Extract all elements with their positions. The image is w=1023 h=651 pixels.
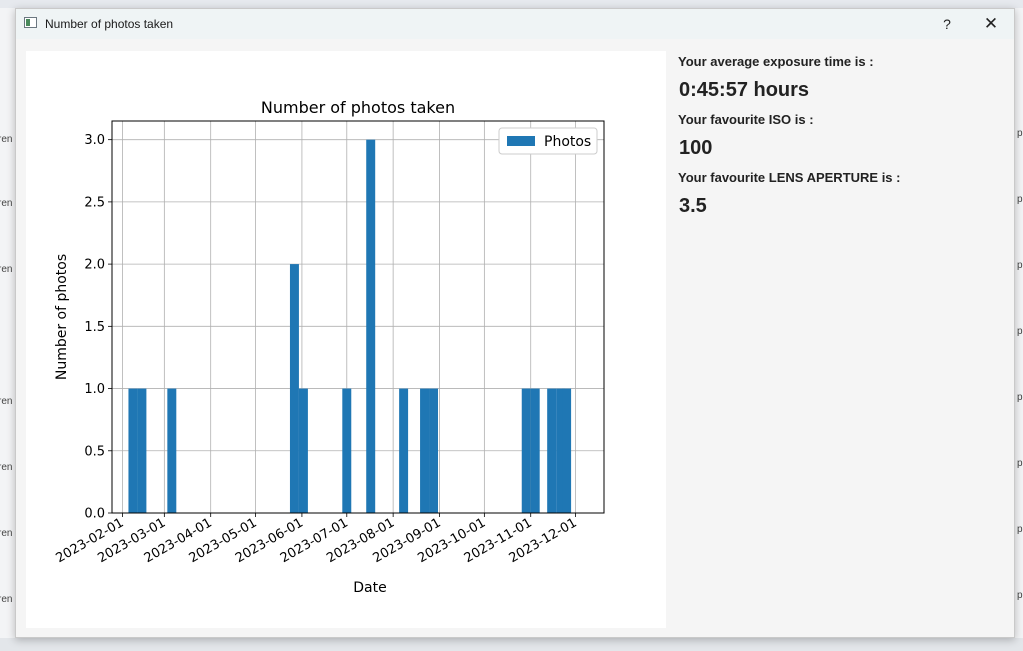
y-tick-label: 2.5 — [84, 195, 105, 210]
bar — [399, 388, 409, 513]
app-window-icon — [24, 17, 37, 28]
chart-title: Number of photos taken — [261, 98, 455, 117]
bar — [556, 388, 566, 513]
bar — [429, 388, 439, 513]
background-app-right-edge: p p p p p p p p — [1015, 8, 1023, 638]
y-tick-label: 3.0 — [84, 133, 105, 148]
close-button[interactable]: ✕ — [983, 14, 999, 33]
bar — [562, 388, 572, 513]
bar — [167, 388, 177, 513]
background-app-strip — [0, 0, 1023, 8]
bar — [289, 264, 299, 513]
y-tick-label: 2.0 — [84, 258, 105, 273]
background-text: p — [1017, 590, 1023, 601]
aperture-label: Your favourite LENS APERTURE is : — [678, 170, 901, 185]
exposure-value: 0:45:57 hours — [679, 79, 810, 101]
exposure-label: Your average exposure time is : — [678, 54, 874, 69]
background-text: ren — [0, 198, 13, 209]
y-tick-label: 0.5 — [84, 444, 105, 459]
title-bar: Number of photos taken ? ✕ — [16, 9, 1014, 39]
plot-frame — [111, 120, 605, 514]
x-axis-label: Date — [353, 580, 386, 596]
background-text: p — [1017, 128, 1023, 139]
bar-chart: 2023-02-012023-03-012023-04-012023-05-01… — [54, 98, 605, 596]
legend-label: Photos — [544, 134, 591, 150]
background-text: p — [1017, 524, 1023, 535]
y-tick-label: 0.0 — [84, 507, 105, 522]
aperture-value: 3.5 — [679, 195, 707, 217]
chart-panel: 2023-02-01 2023-03-01 2023-04-01 2023-05-01… — [26, 51, 666, 628]
y-axis-label: Number of photos — [54, 254, 70, 380]
bar — [128, 388, 138, 513]
background-text: ren — [0, 264, 13, 275]
bar — [530, 388, 540, 513]
background-text: p — [1017, 458, 1023, 469]
legend-swatch — [507, 136, 535, 146]
help-button[interactable]: ? — [943, 16, 951, 32]
background-text: ren — [0, 134, 13, 145]
iso-label: Your favourite ISO is : — [678, 112, 814, 127]
background-text: p — [1017, 194, 1023, 205]
bar — [547, 388, 557, 513]
bar — [366, 139, 376, 513]
y-tick-label: 1.5 — [84, 320, 105, 335]
bar — [137, 388, 147, 513]
background-text: ren — [0, 594, 13, 605]
y-tick-label: 1.0 — [84, 382, 105, 397]
dialog-window: Number of photos taken ? ✕ 2023-02-01 202… — [15, 8, 1015, 638]
background-app-strip-bottom — [0, 638, 1023, 651]
background-text: p — [1017, 326, 1023, 337]
background-app-left-edge: ren ren ren ren ren ren ren — [0, 8, 15, 638]
bar — [342, 388, 352, 513]
background-text: p — [1017, 260, 1023, 271]
bar — [420, 388, 430, 513]
iso-value: 100 — [679, 137, 713, 159]
background-text: ren — [0, 462, 13, 473]
legend: Photos — [498, 127, 598, 155]
bar — [298, 388, 308, 513]
window-title: Number of photos taken — [45, 17, 174, 31]
background-text: p — [1017, 392, 1023, 403]
bar — [521, 388, 531, 513]
background-text: ren — [0, 396, 13, 407]
background-text: ren — [0, 528, 13, 539]
legend-box — [498, 127, 598, 155]
